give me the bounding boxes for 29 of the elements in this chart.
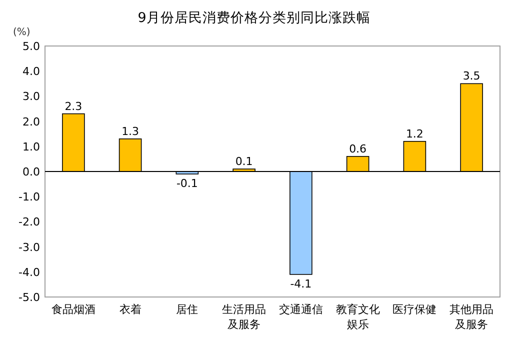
x-tick-label: 医疗保健 xyxy=(392,303,437,316)
y-tick-label: 5.0 xyxy=(22,40,40,53)
y-tick-label: -1.0 xyxy=(18,190,40,204)
data-label: -4.1 xyxy=(290,277,312,290)
y-tick-label: 4.0 xyxy=(22,65,40,78)
x-tick-label: 食品烟酒 xyxy=(51,303,96,316)
y-tick-label: 1.0 xyxy=(22,140,40,154)
x-tick-label: 生活用品及服务 xyxy=(222,303,266,331)
x-tick-label: 衣着 xyxy=(119,303,142,316)
data-label: 3.5 xyxy=(462,70,480,83)
data-label: 0.6 xyxy=(349,142,367,156)
data-label: 1.3 xyxy=(122,124,140,138)
y-tick-label: -3.0 xyxy=(18,240,40,254)
y-tick-label: 0.0 xyxy=(22,166,40,178)
data-label: 2.3 xyxy=(64,100,82,113)
y-axis-title: (%) xyxy=(13,27,30,38)
y-tick-label: 2.0 xyxy=(22,115,40,128)
y-tick-label: -4.0 xyxy=(18,266,40,279)
chart-title: 9月份居民消费价格分类别同比涨跌幅 xyxy=(138,10,370,26)
x-tick-label: 其他用品及服务 xyxy=(450,303,494,331)
x-tick-label: 交通通信 xyxy=(278,303,323,316)
x-tick-label: 教育文化娱乐 xyxy=(336,303,380,331)
y-tick-label: 3.0 xyxy=(22,90,40,104)
y-tick-label: -5.0 xyxy=(18,291,40,304)
data-label: 1.2 xyxy=(406,127,424,140)
y-tick-label: -2.0 xyxy=(18,216,40,229)
data-label: -0.1 xyxy=(176,177,198,190)
data-label: 0.1 xyxy=(235,154,253,168)
x-tick-label: 居住 xyxy=(176,303,198,316)
